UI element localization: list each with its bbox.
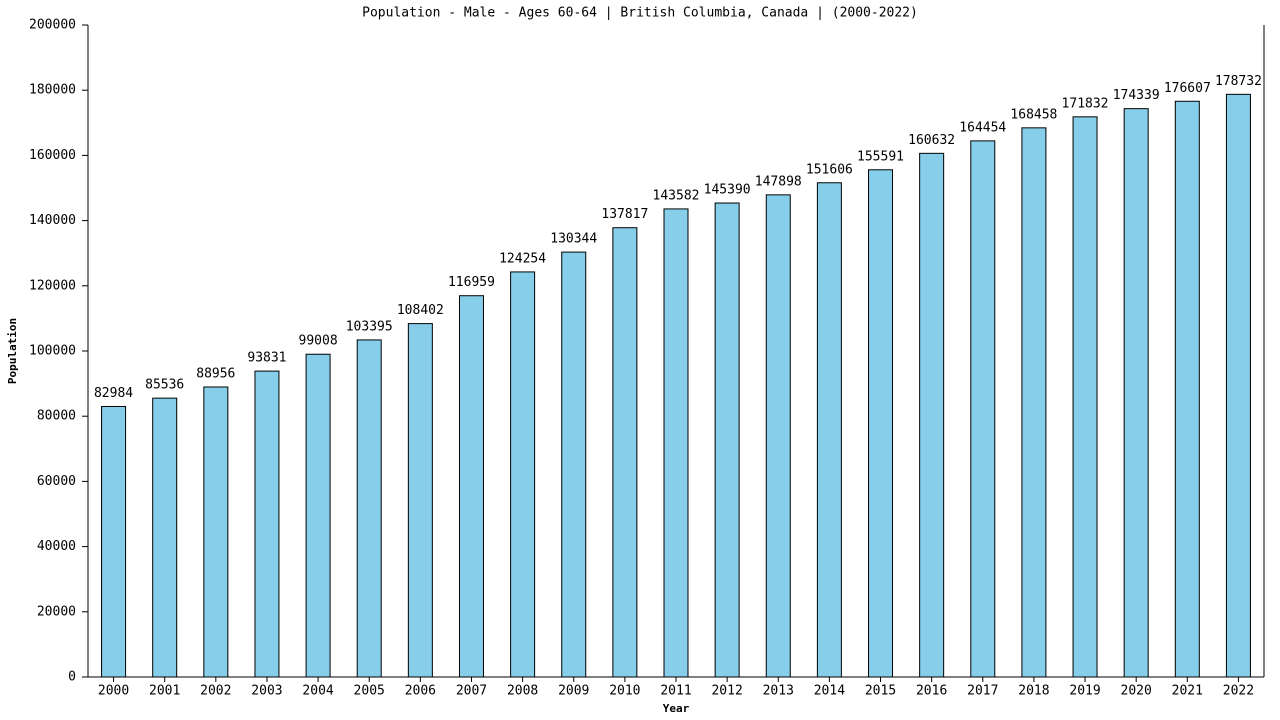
data-label: 155591: [857, 149, 904, 164]
x-axis-title: Year: [663, 702, 690, 715]
bar: [868, 169, 894, 678]
data-label: 143582: [653, 188, 700, 203]
bar: [714, 202, 740, 678]
data-label: 164454: [959, 120, 1006, 135]
bar: [407, 323, 433, 678]
x-tick-label: 2009: [558, 684, 589, 699]
bar: [1072, 116, 1098, 678]
x-tick-label: 2022: [1223, 684, 1254, 699]
bar: [1225, 93, 1251, 678]
y-tick-label: 180000: [29, 83, 76, 98]
bar: [612, 227, 638, 678]
y-tick-label: 140000: [29, 213, 76, 228]
x-tick-label: 2005: [354, 684, 385, 699]
x-tick-label: 2014: [814, 684, 845, 699]
y-tick-label: 20000: [37, 604, 76, 619]
x-tick-label: 2003: [251, 684, 282, 699]
data-label: 103395: [346, 319, 393, 334]
data-label: 137817: [601, 207, 648, 222]
bar: [356, 339, 382, 678]
data-label: 85536: [145, 378, 184, 393]
bar: [510, 271, 536, 678]
x-tick-label: 2007: [456, 684, 487, 699]
bar: [254, 370, 280, 678]
x-tick-label: 2015: [865, 684, 896, 699]
data-label: 174339: [1113, 88, 1160, 103]
bar: [458, 295, 484, 678]
data-label: 168458: [1010, 107, 1057, 122]
x-tick-label: 2000: [98, 684, 129, 699]
x-tick-label: 2006: [405, 684, 436, 699]
bar: [561, 251, 587, 678]
bar: [152, 397, 178, 678]
bar: [970, 140, 996, 678]
data-label: 151606: [806, 162, 853, 177]
x-tick-label: 2011: [660, 684, 691, 699]
y-tick-label: 80000: [37, 409, 76, 424]
data-label: 160632: [908, 133, 955, 148]
x-tick-label: 2001: [149, 684, 180, 699]
y-tick-label: 200000: [29, 18, 76, 33]
data-label: 108402: [397, 303, 444, 318]
x-tick-label: 2010: [609, 684, 640, 699]
x-tick-label: 2020: [1121, 684, 1152, 699]
bar: [1021, 127, 1047, 678]
x-tick-label: 2004: [302, 684, 333, 699]
data-label: 171832: [1062, 96, 1109, 111]
bar: [305, 353, 331, 678]
data-label: 99008: [299, 334, 338, 349]
bar: [663, 208, 689, 678]
y-tick-label: 120000: [29, 278, 76, 293]
data-label: 176607: [1164, 81, 1211, 96]
x-tick-label: 2002: [200, 684, 231, 699]
x-tick-label: 2019: [1069, 684, 1100, 699]
data-label: 147898: [755, 174, 802, 189]
bar: [101, 405, 127, 678]
y-axis-title: Population: [6, 318, 19, 384]
bar: [203, 386, 229, 678]
x-tick-label: 2012: [711, 684, 742, 699]
bar: [1123, 108, 1149, 678]
data-label: 145390: [704, 183, 751, 198]
bar: [765, 194, 791, 678]
data-label: 116959: [448, 275, 495, 290]
data-label: 178732: [1215, 74, 1262, 89]
data-label: 88956: [196, 367, 235, 382]
y-tick-label: 100000: [29, 344, 76, 359]
y-tick-label: 40000: [37, 539, 76, 554]
bar: [919, 152, 945, 678]
x-tick-label: 2021: [1172, 684, 1203, 699]
x-tick-label: 2013: [763, 684, 794, 699]
bar: [1174, 100, 1200, 678]
y-tick-label: 0: [68, 670, 76, 685]
x-tick-label: 2017: [967, 684, 998, 699]
x-tick-label: 2016: [916, 684, 947, 699]
data-label: 124254: [499, 251, 546, 266]
bar: [816, 182, 842, 678]
data-label: 130344: [550, 232, 597, 247]
chart-title: Population - Male - Ages 60-64 | British…: [362, 6, 918, 21]
x-tick-label: 2018: [1018, 684, 1049, 699]
x-tick-label: 2008: [507, 684, 538, 699]
data-label: 82984: [94, 386, 133, 401]
y-tick-label: 60000: [37, 474, 76, 489]
y-tick-label: 160000: [29, 148, 76, 163]
data-label: 93831: [247, 351, 286, 366]
